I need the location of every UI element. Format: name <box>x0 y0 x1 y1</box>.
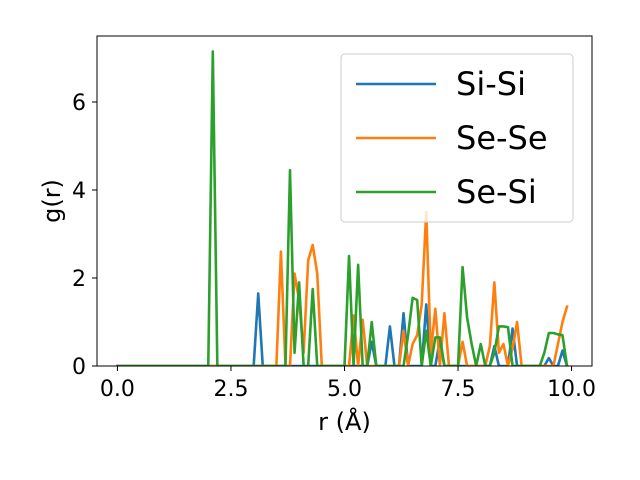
y-axis-label: g(r) <box>38 179 66 223</box>
axes: 0.0 2.5 5.0 7.5 10.0 0 2 4 6 r (Å) g(r) <box>38 35 596 436</box>
y-tick-label: 0 <box>72 355 86 380</box>
legend-label-si-si: Si-Si <box>456 65 526 103</box>
x-tick-label: 7.5 <box>441 377 476 402</box>
y-tick-label: 6 <box>72 91 86 116</box>
legend-box <box>340 53 574 223</box>
legend-label-se-si: Se-Si <box>456 173 537 211</box>
x-tick-label: 5.0 <box>327 377 362 402</box>
x-tick-label: 0.0 <box>100 377 135 402</box>
y-tick-label: 4 <box>72 179 86 204</box>
legend-label-se-se: Se-Se <box>456 119 548 157</box>
x-axis-label: r (Å) <box>318 407 371 436</box>
series-line-si-si <box>116 292 569 366</box>
series-line-se-si <box>116 50 569 366</box>
x-tick-label: 2.5 <box>213 377 248 402</box>
plot-area <box>116 50 569 366</box>
x-tick-label: 10.0 <box>547 377 596 402</box>
series-lines <box>116 50 569 366</box>
legend: Si-Si Se-Se Se-Si <box>340 53 574 223</box>
y-tick-label: 2 <box>72 267 86 292</box>
series-line-se-se <box>116 210 569 366</box>
